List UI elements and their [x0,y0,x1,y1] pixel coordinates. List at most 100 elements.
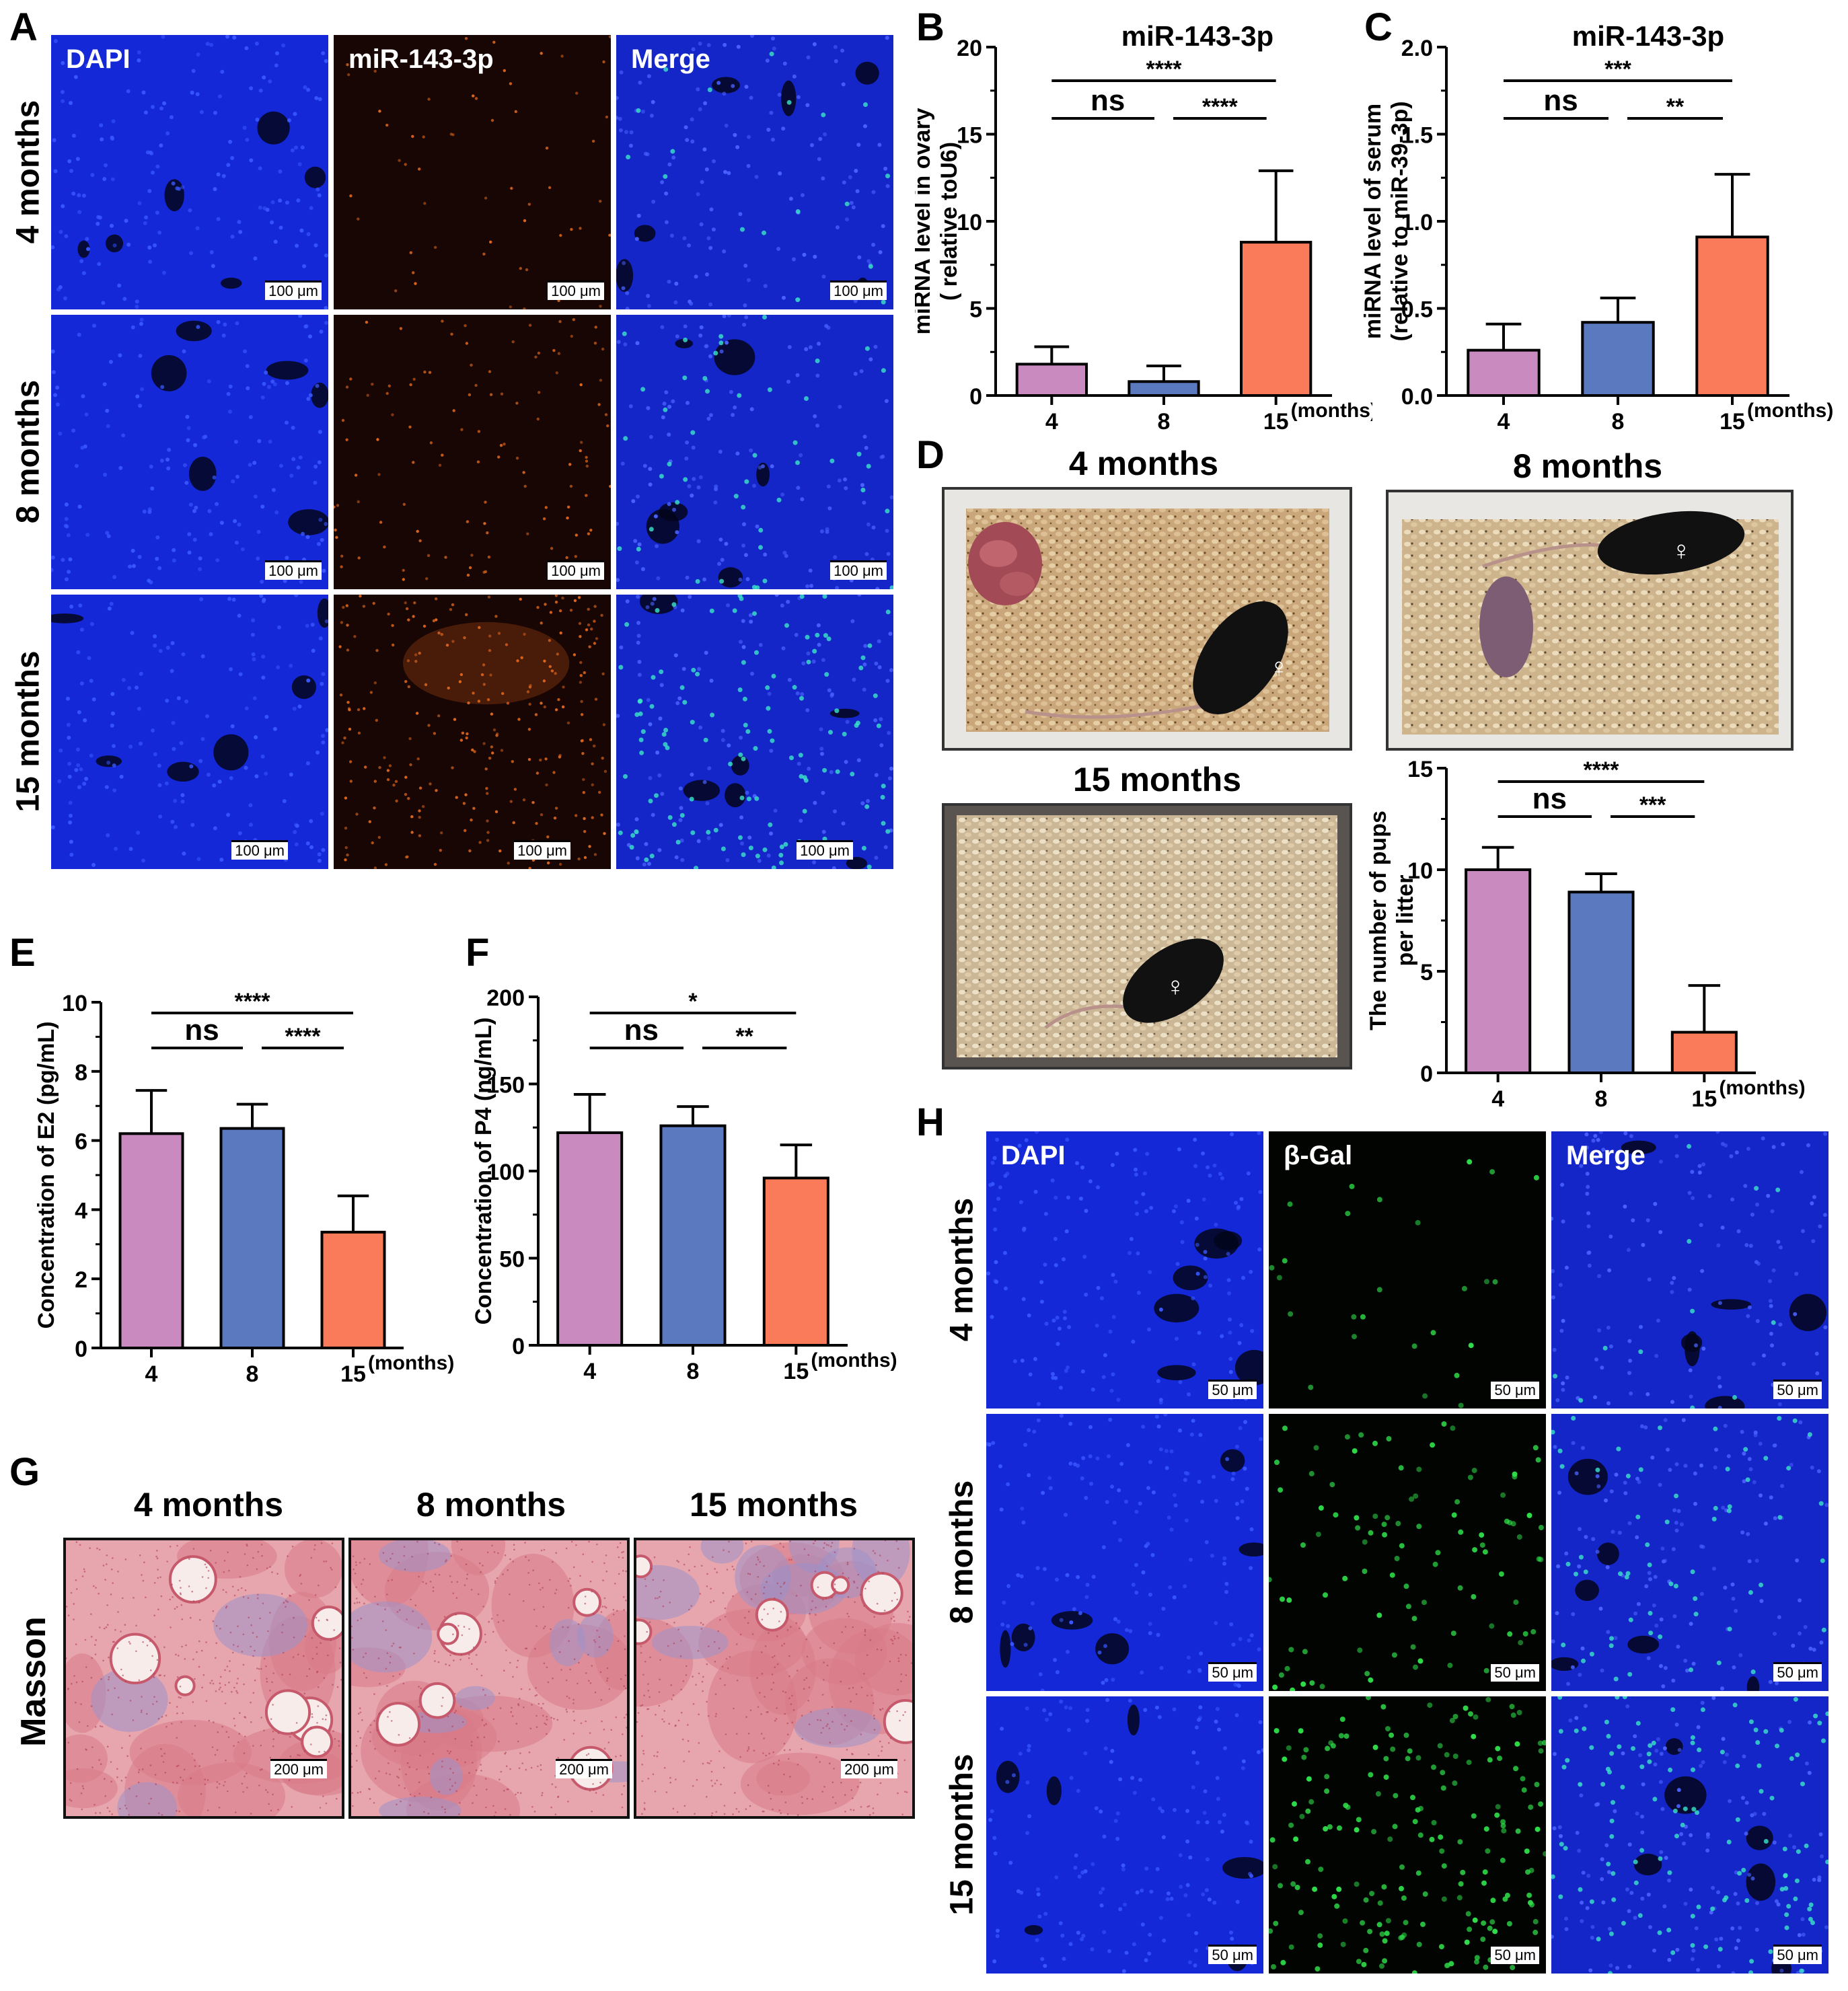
y-tick-label: 0 [969,384,982,410]
h-scale-bar: 50 μm [1208,1380,1257,1399]
y-label-line: Concentration of E2 (pg/mL) [34,1021,59,1328]
a-tile-r1-c2: 100 μm [616,315,893,589]
a-tile-r1-c0: 100 μm [51,315,328,589]
a-tile-r2-c0: 100 μm [51,595,328,869]
a-scale-bar: 100 μm [830,560,887,580]
panel-label-a: A [9,5,38,49]
significance-label: *** [1604,57,1631,82]
masson-scale-bar: 200 μm [841,1759,897,1778]
y-tick-label: 0 [512,1334,525,1359]
cage-photo-15-months: ♀ [942,803,1352,1069]
h-tile-r1-c1: 50 μm [1269,1414,1546,1691]
y-label-line: miRNA level of serum [1360,104,1386,339]
significance-label: ns [184,1014,219,1047]
y-tick-label: 200 [486,985,525,1011]
a-tile-r0-c0: DAPI 100 μm [51,35,328,309]
a-scale-bar: 100 μm [265,560,322,580]
masson-tile-2: 200 μm [634,1538,915,1819]
female-symbol-15: ♀ [1165,972,1185,1002]
h-scale-bar: 50 μm [1773,1945,1822,1964]
h-tile-r2-c2: 50 μm [1551,1696,1828,1974]
y-axis-label: miRNA level in ovary( relative toU6) [915,108,962,334]
x-tick-label: 15 [1691,1086,1717,1112]
x-tick-label: 4 [1498,409,1510,435]
significance-label: ** [735,1024,753,1049]
a-tile-r1-c1: 100 μm [334,315,611,589]
y-label-line: ( relative toU6) [936,142,962,301]
h-scale-bar: 50 μm [1208,1945,1257,1964]
bar-8 [659,1124,727,1347]
panel-label-c: C [1364,5,1393,49]
female-mouse [1597,511,1745,575]
y-tick-label: 2.0 [1401,36,1433,61]
bar-4 [1465,868,1532,1074]
x-tick-label: 8 [246,1361,259,1387]
cage-photo-4-months: ♀ [942,487,1352,751]
bar-15 [1695,235,1769,397]
y-tick-label: 5 [1420,960,1433,985]
a-scale-bar: 100 μm [548,280,604,300]
bar-15 [1670,1030,1738,1075]
y-tick-label: 2 [75,1267,87,1293]
significance-label: *** [1639,792,1666,818]
y-label-line: (relative to miR-39-3p) [1387,101,1413,341]
significance-label: **** [1146,57,1183,82]
masson-row-label: Masson [14,1616,53,1747]
h-scale-bar: 50 μm [1491,1945,1539,1964]
bar-8 [219,1127,285,1350]
y-label-line: Concentration of P4 (ng/mL) [471,1017,496,1324]
a-channel-label-2: Merge [631,44,710,74]
masson-col-8-months: 8 months [416,1486,566,1524]
significance-label: ns [1532,782,1567,815]
pups-cluster [1479,576,1533,677]
cage-scene-8-months: ♀ [1389,492,1791,748]
masson-scale-bar: 200 μm [556,1759,612,1778]
masson-tile-0: 200 μm [63,1538,344,1819]
a-row-label-2: 15 months [10,650,46,813]
panel-label-g: G [9,1450,40,1494]
x-unit-label: (months) [1747,400,1833,422]
bar-8 [1128,380,1200,398]
x-tick-label: 4 [145,1361,158,1387]
panel-label-f: F [466,931,490,975]
x-tick-label: 8 [687,1359,700,1384]
a-scale-bar: 100 μm [265,280,322,300]
h-scale-bar: 50 μm [1208,1662,1257,1682]
x-unit-label: (months) [1291,400,1372,422]
y-tick-label: 0.0 [1401,384,1433,410]
chart-f-p4-concentration: 0 50 100 150 200 Concentration of P4 (ng/mL) 4… [471,985,897,1384]
a-scale-bar: 100 μm [830,280,887,300]
bar-15 [1240,241,1313,397]
cage-photo-8-months: ♀ [1386,490,1794,751]
female-mouse [1123,938,1224,1023]
a-scale-bar: 100 μm [548,560,604,580]
x-tick-label: 15 [340,1361,366,1387]
chart-c-serum-mir143: miR-143-3p 0.0 0.5 1.0 1.5 2.0 miRNA level of … [1360,20,1833,435]
y-tick-label: 0 [75,1337,87,1362]
h-tile-r0-c1: β-Gal 50 μm [1269,1131,1546,1408]
y-tick-label: 1.0 [1401,210,1433,235]
y-tick-label: 8 [75,1060,87,1086]
x-tick-label: 4 [1045,409,1058,435]
y-tick-label: 10 [957,210,982,235]
significance-label: **** [285,1024,322,1049]
a-tile-r2-c2: 100 μm [616,595,893,869]
y-label-line: miRNA level in ovary [915,108,935,334]
female-symbol-4: ♀ [1269,653,1289,683]
y-tick-label: 10 [1407,858,1433,884]
a-tile-r0-c1: miR-143-3p 100 μm [334,35,611,309]
h-row-label-0: 4 months [944,1197,980,1342]
significance-label: **** [235,989,271,1014]
x-tick-label: 8 [1612,409,1625,435]
x-tick-label: 15 [783,1359,809,1384]
panel-label-d: D [916,433,945,477]
x-tick-label: 15 [1263,409,1289,435]
y-tick-label: 100 [486,1160,525,1185]
significance-label: ns [624,1014,659,1047]
x-unit-label: (months) [1719,1077,1805,1099]
panel-label-b: B [916,5,945,49]
a-scale-bar: 100 μm [514,840,570,860]
y-axis-label: Concentration of P4 (ng/mL) [471,1017,496,1324]
y-tick-label: 6 [75,1129,87,1155]
